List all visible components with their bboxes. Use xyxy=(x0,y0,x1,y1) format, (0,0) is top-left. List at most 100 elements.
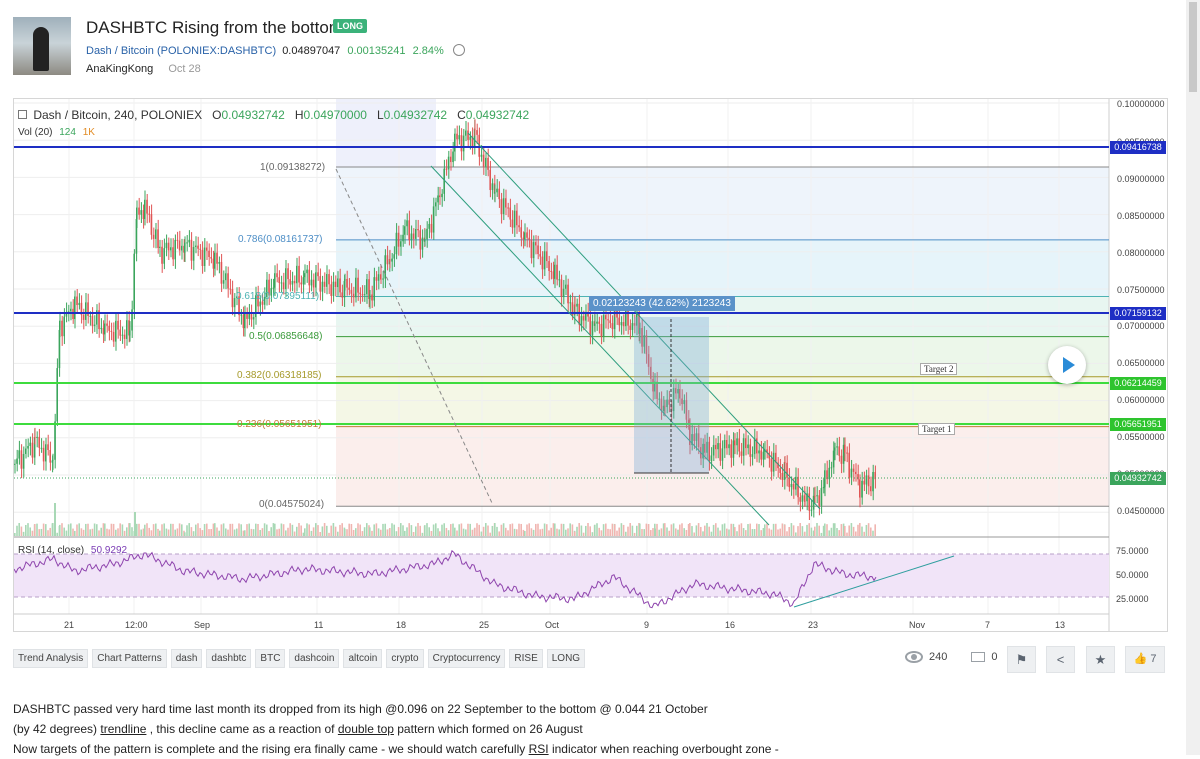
volume-bar xyxy=(736,531,738,536)
volume-bar xyxy=(289,523,291,536)
volume-bar xyxy=(616,530,618,536)
candle-body xyxy=(751,454,754,457)
volume-bar xyxy=(516,529,518,536)
trendline-link[interactable]: trendline xyxy=(100,722,147,736)
candle-body xyxy=(344,278,346,281)
candle-body xyxy=(524,232,526,240)
candle-body xyxy=(58,329,61,369)
candle-body xyxy=(816,495,818,497)
tag-list: Trend Analysis Chart Patterns dash dashb… xyxy=(13,649,586,670)
volume-bar xyxy=(801,526,804,536)
volume-bar xyxy=(20,526,23,536)
candle-body xyxy=(848,452,850,478)
alarm-clock-icon[interactable] xyxy=(452,44,465,56)
comment-icon[interactable] xyxy=(971,652,986,662)
tag[interactable]: Cryptocurrency xyxy=(427,649,506,668)
volume-bar xyxy=(842,523,845,536)
like-button[interactable]: 👍 7 xyxy=(1125,646,1165,673)
volume-bar xyxy=(625,531,627,536)
candle-body xyxy=(580,316,583,325)
candle-body xyxy=(467,130,469,140)
volume-bar xyxy=(855,531,857,536)
volume-bar xyxy=(487,525,489,536)
candle-body xyxy=(820,488,823,506)
author-name[interactable]: AnaKingKong xyxy=(86,63,154,75)
volume-bar xyxy=(600,530,603,536)
fib-level-label: 0.236(0.05651951) xyxy=(237,419,322,430)
volume-bar xyxy=(629,523,631,536)
price-tick: 0.08500000 xyxy=(1117,211,1165,221)
author-avatar[interactable] xyxy=(13,17,71,75)
tag[interactable]: crypto xyxy=(386,649,424,668)
volume-bar xyxy=(814,526,816,536)
volume-bar xyxy=(546,524,548,536)
volume-bar xyxy=(585,525,587,536)
tag[interactable]: Chart Patterns xyxy=(92,649,167,668)
candle-body xyxy=(708,441,710,461)
volume-bar xyxy=(522,529,525,536)
volume-bar xyxy=(248,523,250,536)
comments-count[interactable]: 0 xyxy=(991,651,998,663)
candle-body xyxy=(350,289,353,294)
volume-bar xyxy=(291,524,294,536)
volume-bar xyxy=(830,527,833,536)
flag-button[interactable]: ⚑ xyxy=(1007,646,1036,673)
tag[interactable]: dash xyxy=(170,649,203,668)
candle-body xyxy=(668,399,670,405)
tag[interactable]: dashbtc xyxy=(206,649,252,668)
favorite-button[interactable]: ★ xyxy=(1086,646,1115,673)
candle-body xyxy=(585,312,587,321)
tag[interactable]: RISE xyxy=(509,649,543,668)
candle-body xyxy=(208,250,210,257)
chart-canvas xyxy=(14,99,1110,631)
tag[interactable]: BTC xyxy=(255,649,286,668)
volume-bar xyxy=(49,527,51,536)
candle-body xyxy=(528,237,530,240)
volume-bar xyxy=(74,530,76,536)
double-top-link[interactable]: double top xyxy=(337,722,394,736)
candle-body xyxy=(574,304,576,307)
volume-bar xyxy=(738,524,740,536)
share-button[interactable]: < xyxy=(1046,646,1075,673)
candle-body xyxy=(346,278,348,288)
candle-body xyxy=(300,282,302,285)
rsi-link[interactable]: RSI xyxy=(528,742,549,756)
volume-bar xyxy=(704,525,706,536)
scrollbar-thumb[interactable] xyxy=(1189,2,1197,92)
volume-bar xyxy=(82,529,85,536)
play-button[interactable] xyxy=(1048,346,1086,384)
candle-body xyxy=(400,241,402,247)
tag[interactable]: dashcoin xyxy=(289,649,340,668)
volume-bar xyxy=(178,523,181,536)
volume-bar xyxy=(18,523,20,536)
candle-body xyxy=(607,319,609,321)
volume-bar xyxy=(176,528,179,536)
tag[interactable]: altcoin xyxy=(343,649,383,668)
volume-bar xyxy=(363,527,366,536)
tag[interactable]: LONG xyxy=(546,649,586,668)
candle-body xyxy=(51,460,54,463)
exchange-symbol-link[interactable]: (POLONIEX:DASHBTC) xyxy=(156,45,277,57)
volume-bar xyxy=(558,529,560,536)
candle-body xyxy=(552,271,555,279)
candle-body xyxy=(641,328,643,347)
candle-body xyxy=(511,219,514,228)
candle-body xyxy=(645,335,648,355)
candle-body xyxy=(45,444,47,462)
candle-body xyxy=(685,400,688,420)
candle-body xyxy=(231,288,234,308)
candle-body xyxy=(818,495,820,506)
candle-body xyxy=(498,188,500,200)
legend-collapse-icon[interactable] xyxy=(18,110,27,119)
candle-body xyxy=(366,279,368,295)
candle-body xyxy=(210,256,212,259)
candle-body xyxy=(462,135,465,152)
time-tick: 9 xyxy=(644,620,650,630)
tag[interactable]: Trend Analysis xyxy=(13,649,89,668)
pair-link[interactable]: Dash / Bitcoin xyxy=(86,45,154,57)
price-chart[interactable]: Dash / Bitcoin, 240, POLONIEX O0.0493274… xyxy=(13,98,1168,632)
time-tick: 25 xyxy=(479,620,490,630)
candle-body xyxy=(402,234,404,242)
page-scrollbar[interactable] xyxy=(1186,0,1200,755)
candle-body xyxy=(516,210,518,226)
